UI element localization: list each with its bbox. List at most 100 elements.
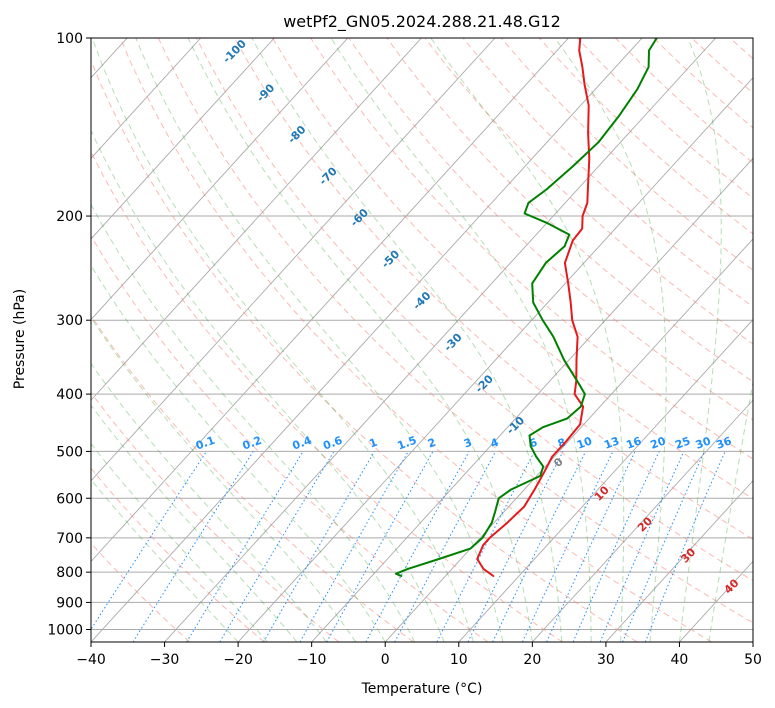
moist-adiabat-line	[91, 203, 416, 642]
x-tick-label: −10	[297, 652, 327, 668]
moist-adiabats	[91, 38, 753, 642]
x-tick-label: 40	[671, 652, 689, 668]
mixing-ratio-line	[467, 451, 564, 642]
y-tick-label: 900	[56, 595, 83, 611]
moist-adiabat-line	[91, 38, 474, 642]
x-tick-label: 10	[450, 652, 468, 668]
mixing-ratio-label: 6	[527, 436, 539, 451]
isotherm-line	[91, 38, 643, 642]
moist-adiabat-line	[708, 379, 753, 642]
isotherm-label: -50	[379, 247, 402, 270]
isotherm-line	[164, 38, 716, 642]
mixing-ratio-label: 0.1	[194, 434, 217, 453]
isotherm-label: -100	[220, 37, 249, 66]
dry-adiabats	[91, 38, 753, 642]
x-axis: −40 −30 −20 −10 0 10 20 30 40 50	[76, 642, 762, 668]
dry-adiabat-line	[348, 38, 753, 421]
dry-adiabat-line	[386, 38, 753, 383]
dry-adiabat-line	[538, 38, 753, 235]
moist-adiabat-line	[430, 38, 625, 642]
mixing-ratio-label: 10	[575, 434, 594, 452]
dry-adiabat-line	[615, 38, 753, 164]
moist-adiabat-line	[91, 264, 386, 642]
moist-adiabat-line	[554, 38, 667, 642]
isotherm-label: -90	[254, 81, 277, 104]
moist-adiabat-line	[187, 38, 533, 642]
mixing-ratio-line	[572, 451, 660, 642]
mixing-ratio-label: 2	[426, 436, 438, 451]
y-tick-label: 500	[56, 444, 83, 460]
mixing-ratio-label: 0.6	[321, 434, 344, 453]
isotherm-line	[384, 238, 753, 642]
dry-adiabat-line	[91, 234, 489, 642]
isotherm-line	[605, 480, 753, 642]
mixing-ratio-label: 1	[368, 436, 380, 451]
mixing-ratio-lines	[91, 451, 726, 642]
moist-adiabat-line	[251, 38, 563, 642]
mixing-ratio-label: 25	[673, 434, 692, 451]
chart-title: wetPf2_GN05.2024.288.21.48.G12	[283, 12, 561, 32]
mixing-ratio-label: 0.4	[291, 434, 314, 453]
isotherm-line	[237, 77, 753, 642]
mixing-ratio-line	[546, 451, 636, 642]
dry-adiabat-line	[310, 38, 753, 460]
isotherm-label: 40	[722, 576, 742, 596]
mixing-ratio-line	[91, 451, 207, 631]
isotherm-label: 30	[678, 545, 698, 565]
isotherm-line	[91, 38, 349, 321]
isotherm-label: 10	[592, 483, 612, 503]
y-tick-label: 400	[56, 387, 83, 403]
plot-area: -100-90-80-70-60-50-40-30-20-10010203040…	[91, 37, 753, 642]
y-axis: 100 200 300 400 500 600 700 800 900 1000	[47, 31, 91, 638]
dry-adiabat-line	[729, 38, 753, 60]
isotherm-label: -70	[317, 164, 340, 187]
y-tick-label: 800	[56, 565, 83, 581]
isotherm-line	[91, 38, 202, 159]
x-tick-label: −40	[76, 652, 106, 668]
dry-adiabat-line	[91, 542, 191, 642]
y-tick-label: 200	[56, 209, 83, 225]
moist-adiabat-line	[91, 316, 357, 642]
x-tick-label: 0	[381, 652, 390, 668]
mixing-ratio-label: 8	[556, 436, 568, 451]
isotherm-line	[91, 38, 569, 563]
mixing-ratio-line	[644, 451, 726, 642]
y-tick-label: 1000	[47, 622, 83, 638]
mixing-ratio-line	[436, 451, 535, 642]
isotherm-line	[91, 38, 275, 240]
isotherm-line	[458, 318, 753, 642]
dry-adiabat-line	[462, 38, 753, 308]
y-tick-label: 300	[56, 313, 83, 329]
dry-adiabat-line	[195, 38, 753, 582]
dry-adiabat-line	[424, 38, 753, 345]
moist-adiabat-line	[91, 404, 298, 642]
moist-adiabat-line	[91, 478, 239, 642]
x-tick-label: −30	[150, 652, 180, 668]
moist-adiabat-line	[91, 129, 445, 642]
mixing-ratio-label: 4	[489, 436, 501, 451]
mixing-ratio-line	[365, 451, 470, 642]
mixing-ratio-labels: 0.1 0.2 0.4 0.6 1 1.5 2 3 4 6 8 10 13 16 20 25 30 36	[194, 434, 734, 453]
mixing-ratio-line	[599, 451, 685, 642]
isotherm-label: 0	[551, 455, 566, 470]
y-tick-label: 700	[56, 531, 83, 547]
moist-adiabat-line	[135, 38, 504, 642]
isotherm-line	[91, 38, 422, 401]
dry-adiabat-line	[234, 38, 753, 540]
mixing-ratio-line	[219, 451, 335, 642]
x-tick-label: 30	[597, 652, 615, 668]
dewpoint-profile-line	[395, 38, 658, 577]
dry-adiabat-line	[691, 38, 753, 94]
y-tick-label: 100	[56, 31, 83, 47]
mixing-ratio-label: 16	[624, 434, 643, 452]
mixing-ratio-line	[622, 451, 705, 642]
mixing-ratio-label: 3	[462, 436, 474, 451]
mixing-ratio-label: 30	[694, 434, 713, 452]
temperature-profile-line	[476, 38, 591, 577]
skewed-isotherms	[91, 38, 753, 642]
dry-adiabat-line	[91, 59, 638, 642]
mixing-ratio-label: 0.2	[241, 434, 264, 453]
x-axis-label: Temperature (°C)	[361, 681, 483, 697]
isobar-gridlines	[91, 38, 753, 630]
moist-adiabat-line	[678, 38, 722, 642]
